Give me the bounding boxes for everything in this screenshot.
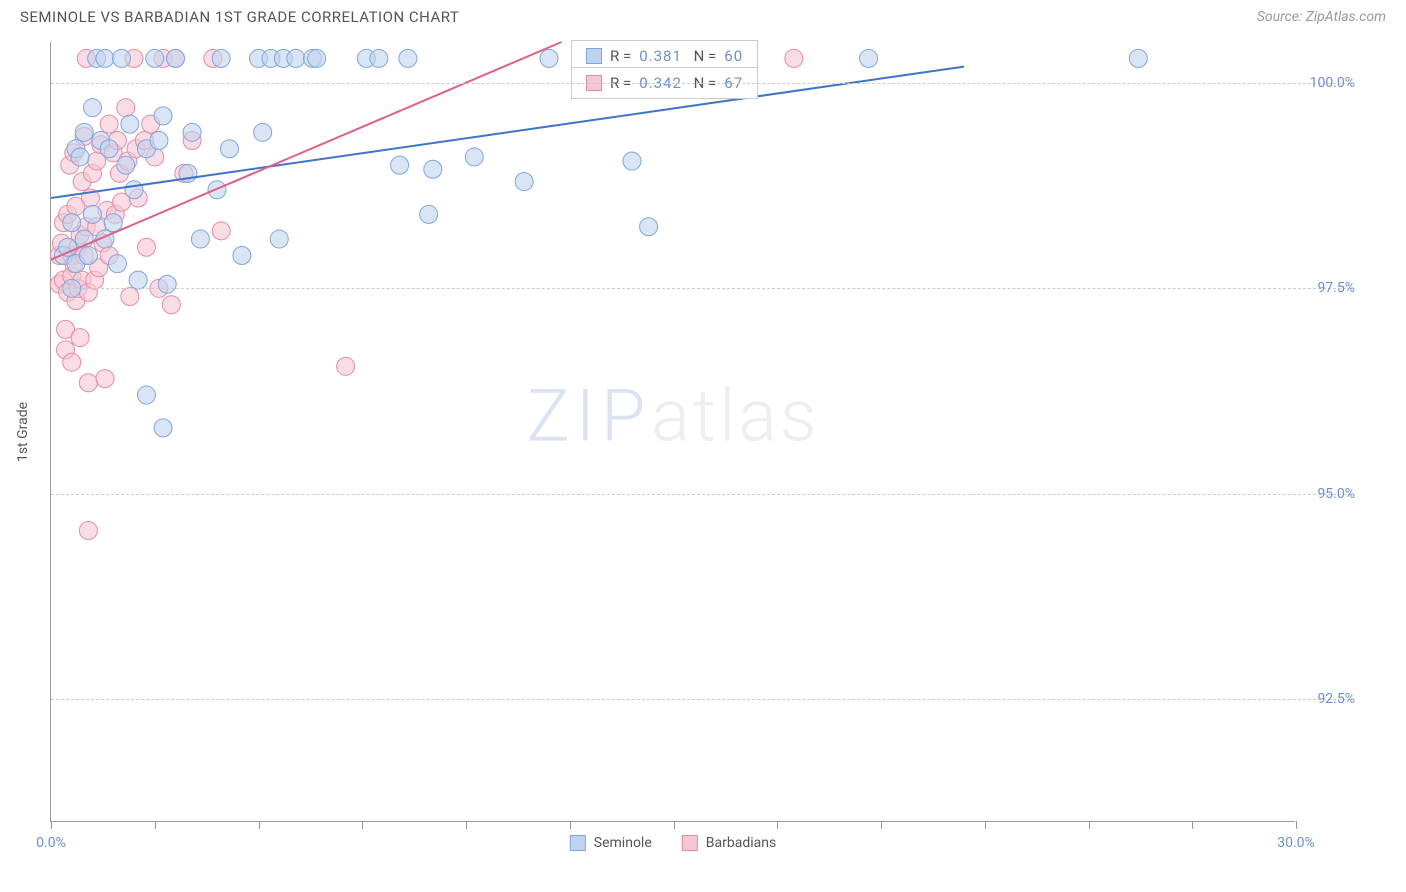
ytick-label: 95.0%	[1317, 486, 1355, 502]
data-point	[540, 49, 558, 67]
plot-area: ZIPatlas R =0.381 N =60R =0.342 N =67 Se…	[50, 42, 1295, 822]
stat-r-label: R =	[610, 47, 631, 65]
data-point	[79, 246, 97, 264]
data-point	[640, 218, 658, 236]
xtick	[777, 821, 778, 829]
data-point	[100, 115, 118, 133]
stat-n-label: N =	[690, 47, 716, 65]
data-point	[154, 107, 172, 125]
xtick	[881, 821, 882, 829]
xtick-label: 0.0%	[36, 835, 66, 851]
data-point	[63, 353, 81, 371]
data-point	[121, 288, 139, 306]
data-point	[220, 140, 238, 158]
data-point	[370, 49, 388, 67]
data-point	[162, 296, 180, 314]
data-point	[233, 246, 251, 264]
data-point	[117, 156, 135, 174]
legend-swatch-barbadians	[682, 835, 698, 851]
data-point	[137, 238, 155, 256]
xtick	[155, 821, 156, 829]
data-point	[146, 49, 164, 67]
xtick	[362, 821, 363, 829]
data-point	[191, 230, 209, 248]
data-point	[515, 173, 533, 191]
chart-source: Source: ZipAtlas.com	[1257, 9, 1386, 25]
data-point	[79, 522, 97, 540]
legend-label-barbadians: Barbadians	[706, 835, 776, 851]
data-point	[96, 49, 114, 67]
data-point	[287, 49, 305, 67]
ytick-label: 100.0%	[1310, 75, 1355, 91]
data-point	[399, 49, 417, 67]
data-point	[254, 123, 272, 141]
xtick	[674, 821, 675, 829]
data-point	[183, 123, 201, 141]
data-point	[96, 370, 114, 388]
stat-r-value: 0.381	[639, 47, 682, 65]
chart-container: 1st Grade ZIPatlas R =0.381 N =60R =0.34…	[0, 32, 1406, 882]
data-point	[785, 49, 803, 67]
stat-swatch	[586, 48, 602, 64]
ytick-label: 92.5%	[1317, 691, 1355, 707]
data-point	[125, 181, 143, 199]
data-point	[104, 214, 122, 232]
y-axis-title: 1st Grade	[15, 402, 31, 462]
xtick-label: 30.0%	[1277, 835, 1315, 851]
data-point	[71, 329, 89, 347]
ytick-label: 97.5%	[1317, 280, 1355, 296]
data-point	[167, 49, 185, 67]
stat-n-value: 60	[724, 47, 743, 65]
legend: Seminole Barbadians	[570, 835, 776, 851]
data-point	[71, 148, 89, 166]
data-point	[420, 205, 438, 223]
scatter-svg	[51, 42, 1295, 821]
data-point	[465, 148, 483, 166]
data-point	[137, 386, 155, 404]
xtick	[259, 821, 260, 829]
gridline	[51, 699, 1351, 700]
gridline	[51, 288, 1351, 289]
legend-swatch-seminole	[570, 835, 586, 851]
data-point	[212, 222, 230, 240]
data-point	[84, 205, 102, 223]
data-point	[391, 156, 409, 174]
data-point	[113, 49, 131, 67]
data-point	[75, 123, 93, 141]
data-point	[108, 255, 126, 273]
xtick	[985, 821, 986, 829]
data-point	[270, 230, 288, 248]
data-point	[129, 271, 147, 289]
gridline	[51, 83, 1351, 84]
data-point	[860, 49, 878, 67]
data-point	[158, 275, 176, 293]
data-point	[121, 115, 139, 133]
xtick	[1192, 821, 1193, 829]
data-point	[63, 214, 81, 232]
xtick	[570, 821, 571, 829]
xtick	[1089, 821, 1090, 829]
xtick	[1296, 821, 1297, 829]
data-point	[79, 374, 97, 392]
chart-title: SEMINOLE VS BARBADIAN 1ST GRADE CORRELAT…	[20, 8, 459, 26]
data-point	[84, 99, 102, 117]
gridline	[51, 494, 1351, 495]
data-point	[424, 160, 442, 178]
data-point	[100, 140, 118, 158]
xtick	[466, 821, 467, 829]
data-point	[150, 132, 168, 150]
chart-header: SEMINOLE VS BARBADIAN 1ST GRADE CORRELAT…	[0, 0, 1406, 32]
xtick	[51, 821, 52, 829]
legend-item-seminole: Seminole	[570, 835, 652, 851]
data-point	[212, 49, 230, 67]
data-point	[117, 99, 135, 117]
legend-label-seminole: Seminole	[594, 835, 652, 851]
data-point	[623, 152, 641, 170]
legend-item-barbadians: Barbadians	[682, 835, 776, 851]
data-point	[154, 419, 172, 437]
data-point	[1129, 49, 1147, 67]
data-point	[308, 49, 326, 67]
data-point	[337, 357, 355, 375]
